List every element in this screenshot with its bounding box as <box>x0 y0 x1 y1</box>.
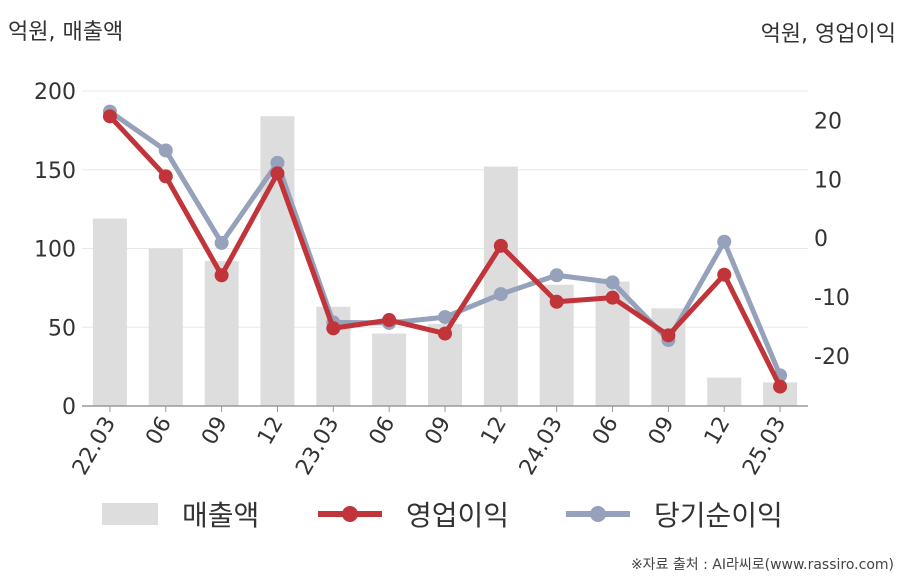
point-operating-profit <box>661 328 676 343</box>
bar-revenue <box>92 218 127 406</box>
left-tick-label: 100 <box>34 238 76 263</box>
legend-swatch-net-income <box>566 506 630 522</box>
left-tick-label: 50 <box>48 316 76 341</box>
x-tick-label: 06 <box>588 413 624 450</box>
point-operating-profit <box>158 169 173 184</box>
x-tick-label: 24.03 <box>515 413 568 480</box>
bar-revenue <box>204 261 239 406</box>
point-net-income <box>214 235 229 250</box>
source-note: ※자료 출처 : AI라씨로(www.rassiro.com) <box>630 557 894 573</box>
x-tick-label: 09 <box>644 413 680 450</box>
right-tick-label: -10 <box>814 286 850 311</box>
point-operating-profit <box>102 109 117 124</box>
x-tick-label: 09 <box>421 413 457 450</box>
legend-label-operating-profit: 영업이익 <box>406 499 510 532</box>
point-net-income <box>493 287 508 302</box>
right-tick-label: -20 <box>814 345 850 370</box>
x-tick-label: 06 <box>365 413 401 450</box>
x-tick-label: 22.03 <box>68 413 121 480</box>
legend-label-revenue: 매출액 <box>182 499 260 532</box>
bar-revenue <box>372 333 407 406</box>
left-axis-unit: 억원, 매출액 <box>8 20 124 45</box>
right-tick-label: 10 <box>814 168 842 193</box>
point-operating-profit <box>270 166 285 181</box>
chart-legend: 매출액 영업이익 당기순이익 <box>0 494 908 534</box>
point-operating-profit <box>717 267 732 282</box>
point-net-income <box>717 234 732 249</box>
x-tick-label: 12 <box>700 413 736 450</box>
point-operating-profit <box>382 313 397 328</box>
point-operating-profit <box>549 294 564 309</box>
left-tick-label: 200 <box>34 80 76 105</box>
legend-swatch-operating-profit <box>318 506 382 522</box>
bar-revenue <box>707 377 742 406</box>
point-net-income <box>549 268 564 283</box>
bar-revenue <box>148 248 183 406</box>
legend-swatch-revenue <box>102 503 158 525</box>
point-net-income <box>438 310 452 325</box>
point-net-income <box>158 143 173 158</box>
x-tick-label: 25.03 <box>738 413 791 480</box>
right-tick-label: 20 <box>814 109 842 134</box>
point-operating-profit <box>326 321 341 336</box>
point-net-income <box>270 155 285 170</box>
x-tick-label: 09 <box>197 413 233 450</box>
point-net-income <box>605 275 620 290</box>
left-tick-label: 0 <box>62 395 76 420</box>
right-axis-unit: 억원, 영업이익 <box>760 22 896 47</box>
bar-revenue <box>483 166 518 406</box>
legend-item-net-income: 당기순이익 <box>566 494 783 534</box>
point-operating-profit <box>773 379 788 394</box>
point-operating-profit <box>438 326 452 341</box>
legend-label-net-income: 당기순이익 <box>654 499 783 532</box>
point-operating-profit <box>605 290 620 305</box>
x-tick-label: 12 <box>253 413 289 450</box>
x-tick-label: 23.03 <box>291 413 344 480</box>
x-tick-label: 12 <box>476 413 512 450</box>
legend-item-revenue: 매출액 <box>102 494 259 534</box>
bar-revenue <box>763 382 798 406</box>
point-operating-profit <box>214 268 229 283</box>
left-tick-label: 150 <box>34 159 76 184</box>
legend-item-operating-profit: 영업이익 <box>318 494 509 534</box>
point-operating-profit <box>493 238 508 253</box>
x-tick-label: 06 <box>141 413 177 450</box>
right-tick-label: 0 <box>814 227 828 252</box>
